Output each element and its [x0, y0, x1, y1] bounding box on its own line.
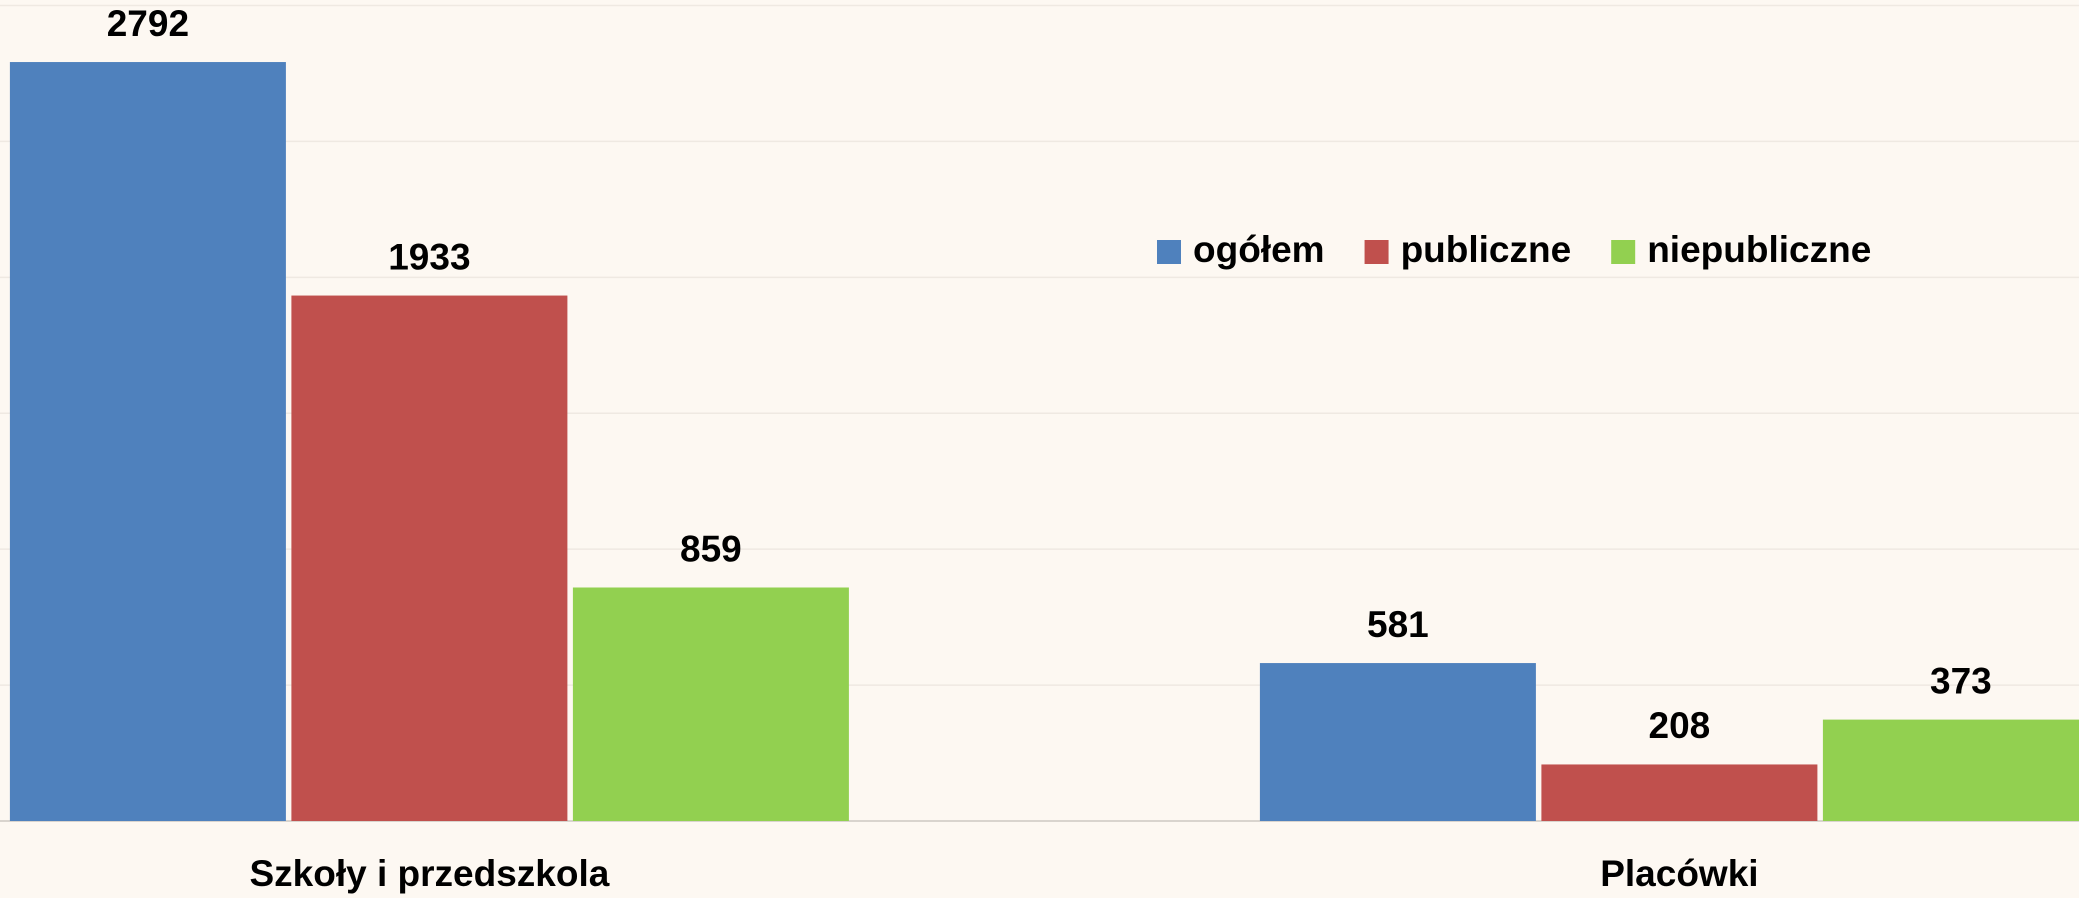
- legend-swatch: [1611, 240, 1636, 264]
- data-label: 208: [1649, 705, 1711, 746]
- x-tick-label: Szkoły i przedszkola: [249, 853, 609, 894]
- bar: [9, 62, 286, 822]
- data-label: 859: [680, 528, 742, 569]
- legend-label: ogółem: [1193, 229, 1325, 270]
- legend-label: niepubliczne: [1647, 229, 1871, 270]
- x-tick-label: Placówki: [1600, 853, 1758, 894]
- legend-label: publiczne: [1401, 229, 1572, 270]
- bar: [291, 295, 568, 822]
- data-label: 1933: [388, 236, 470, 277]
- data-label: 581: [1367, 604, 1429, 645]
- bar: [1259, 663, 1536, 821]
- legend-swatch: [1157, 240, 1181, 264]
- bar: [1822, 719, 2079, 821]
- data-label: 373: [1930, 660, 1992, 701]
- legend-swatch: [1364, 240, 1389, 264]
- data-label: 2792: [107, 3, 189, 44]
- bar: [572, 587, 849, 821]
- bar: [1541, 764, 1818, 821]
